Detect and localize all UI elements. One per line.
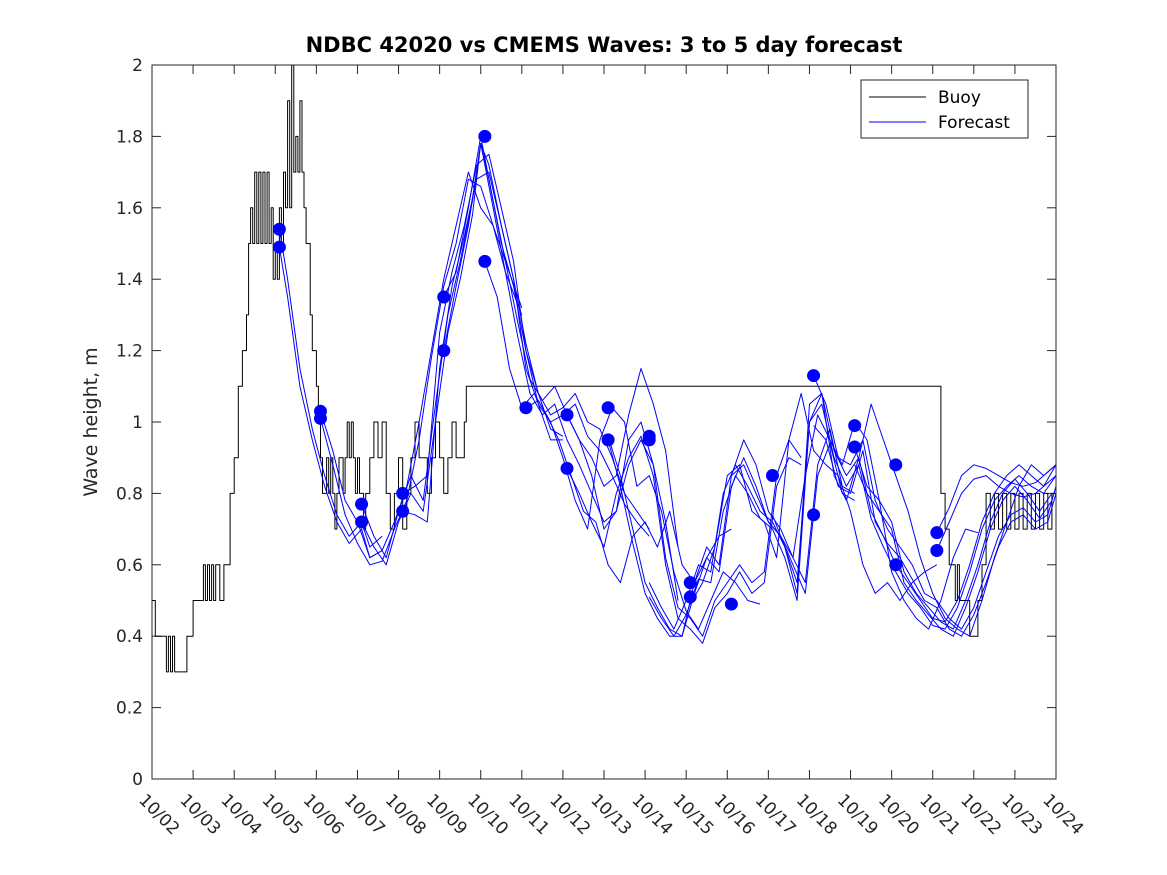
- legend-box: [860, 79, 1029, 139]
- forecast-line: [689, 392, 938, 605]
- x-tick-label: 10/18: [792, 790, 841, 839]
- forecast-line: [443, 143, 679, 601]
- forecast-line: [566, 435, 802, 644]
- forecast-marker: [930, 526, 944, 540]
- x-tick-label: 10/06: [299, 790, 348, 839]
- forecast-marker: [560, 408, 574, 422]
- x-tick-label: 10/24: [1038, 790, 1087, 839]
- forecast-marker: [601, 401, 615, 415]
- forecast-line: [320, 171, 523, 559]
- x-tick-label: 10/20: [874, 790, 923, 839]
- forecast-marker: [683, 576, 697, 590]
- forecast-marker: [355, 515, 369, 529]
- forecast-line: [854, 446, 1053, 630]
- forecast-markers: [272, 129, 944, 611]
- y-tick-label: 0.8: [116, 484, 143, 504]
- y-tick-label: 1.8: [116, 127, 143, 147]
- x-tick-label: 10/05: [258, 790, 307, 839]
- y-tick-label: 0.6: [116, 556, 143, 576]
- legend: Buoy Forecast: [860, 79, 1029, 139]
- forecast-marker: [478, 254, 492, 268]
- forecast-marker: [601, 433, 615, 447]
- forecast-marker: [437, 290, 451, 304]
- forecast-marker: [683, 590, 697, 604]
- forecast-marker: [519, 401, 533, 415]
- forecast-marker: [848, 419, 862, 433]
- forecast-line: [402, 153, 650, 530]
- x-tick-label: 10/21: [915, 790, 964, 839]
- y-axis-label: Wave height, m: [80, 347, 102, 496]
- y-tick-label: 1.4: [116, 270, 143, 290]
- forecast-line: [402, 171, 650, 537]
- forecast-line: [772, 392, 1057, 637]
- forecast-marker: [396, 486, 410, 500]
- series-lines: [152, 64, 1057, 673]
- forecast-marker: [560, 461, 574, 475]
- y-tick-label: 2: [132, 56, 143, 76]
- y-tick-label: 1.6: [116, 199, 143, 219]
- x-tick-label: 10/23: [997, 790, 1046, 839]
- x-tick-label: 10/02: [134, 790, 183, 839]
- forecast-marker: [272, 222, 286, 236]
- x-tick-labels: 10/0210/0310/0410/0510/0610/0710/0810/09…: [134, 790, 1087, 839]
- forecast-marker: [313, 411, 327, 425]
- x-tick-label: 10/12: [545, 790, 594, 839]
- y-tick-labels: 0 0.2 0.4 0.6 0.8 1 1.2 1.4 1.6 1.8 2: [116, 56, 143, 790]
- x-tick-label: 10/08: [381, 790, 430, 839]
- y-tick-label: 0: [132, 770, 143, 790]
- x-tick-label: 10/17: [751, 790, 800, 839]
- x-tick-label: 10/07: [340, 790, 389, 839]
- x-tick-label: 10/09: [422, 790, 471, 839]
- forecast-marker: [889, 458, 903, 472]
- plot-frame: [151, 64, 1057, 780]
- forecast-line: [854, 464, 1053, 637]
- forecast-marker: [807, 369, 821, 383]
- forecast-marker: [765, 469, 779, 483]
- forecast-marker: [848, 440, 862, 454]
- x-tick-label: 10/13: [586, 790, 635, 839]
- x-tick-label: 10/22: [956, 790, 1005, 839]
- x-tick-label: 10/15: [669, 790, 718, 839]
- forecast-marker: [437, 344, 451, 358]
- chart-title: NDBC 42020 vs CMEMS Waves: 3 to 5 day fo…: [306, 33, 903, 57]
- forecast-marker: [478, 129, 492, 143]
- forecast-line: [566, 414, 802, 637]
- forecast-line: [936, 475, 1057, 551]
- y-tick-label: 0.2: [116, 699, 143, 719]
- forecast-marker: [930, 544, 944, 558]
- legend-label-forecast: Forecast: [938, 113, 1010, 133]
- y-tick-label: 1: [132, 413, 143, 433]
- forecast-marker: [889, 558, 903, 572]
- plot-background: [152, 65, 1056, 779]
- forecast-line: [813, 425, 1057, 637]
- legend-label-buoy: Buoy: [938, 88, 981, 108]
- x-tick-label: 10/16: [710, 790, 759, 839]
- x-tick-label: 10/04: [217, 790, 266, 839]
- forecast-line: [936, 464, 1057, 533]
- x-tick-label: 10/14: [628, 790, 677, 839]
- x-tick-label: 10/19: [833, 790, 882, 839]
- forecast-line: [895, 464, 1057, 623]
- axis-ticks: [151, 64, 1057, 780]
- y-tick-label: 1.2: [116, 342, 143, 362]
- forecast-marker: [396, 504, 410, 518]
- forecast-line: [278, 247, 383, 559]
- forecast-line: [278, 229, 383, 548]
- x-tick-label: 10/10: [463, 790, 512, 839]
- buoy-line: [152, 64, 1056, 673]
- forecast-line: [320, 178, 523, 566]
- forecast-marker: [642, 433, 656, 447]
- forecast-marker: [272, 240, 286, 254]
- forecast-marker: [807, 508, 821, 522]
- x-tick-label: 10/03: [176, 790, 225, 839]
- forecast-marker: [355, 497, 369, 511]
- forecast-marker: [724, 597, 738, 611]
- forecast-line: [361, 143, 564, 559]
- y-tick-label: 0.4: [116, 627, 143, 647]
- forecast-line: [443, 135, 679, 548]
- x-tick-label: 10/11: [504, 790, 553, 839]
- forecast-line: [813, 375, 1057, 630]
